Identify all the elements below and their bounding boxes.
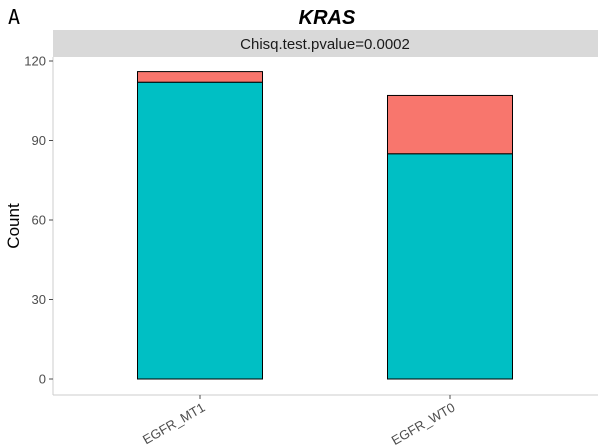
facet-strip-label: Chisq.test.pvalue=0.0002 [240, 36, 410, 53]
y-tick-label: 60 [32, 213, 46, 228]
panel-tag: A [8, 5, 20, 29]
chart-title: KRAS [299, 7, 356, 29]
bar-segment-egfr-wt0-1 [387, 153, 513, 380]
x-tick-label: EGFR_MT1 [140, 400, 208, 448]
bar-segment-egfr-wt0-2 [387, 94, 513, 155]
bar-segment-egfr-mt1-1 [137, 81, 263, 380]
y-tick-label: 0 [39, 372, 46, 387]
bar-segment-egfr-mt1-2 [137, 71, 263, 83]
y-tick-label: 90 [32, 133, 46, 148]
facet-strip [53, 30, 598, 57]
plot-area [137, 71, 513, 380]
y-tick-label: 120 [24, 54, 46, 69]
y-axis-title: Count [4, 203, 23, 249]
x-tick-label: EGFR_WT0 [389, 400, 458, 448]
y-tick-label: 30 [32, 292, 46, 307]
y-axis-ticks: 0 30 60 90 120 [24, 54, 53, 387]
x-axis-ticks: EGFR_MT1 EGFR_WT0 [140, 395, 458, 448]
